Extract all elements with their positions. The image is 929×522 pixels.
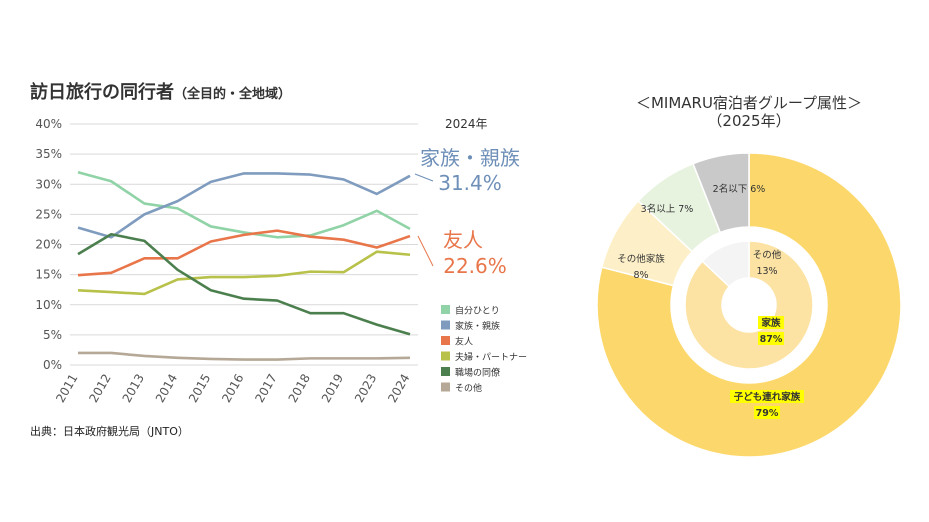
y-tick-label: 15% [35, 268, 62, 282]
slice-family-highlight [758, 316, 784, 329]
slice-family-value: 87% [760, 334, 783, 345]
legend-label: 職場の同僚 [455, 367, 500, 379]
annotation-family-value: 31.4% [438, 171, 502, 195]
outer-slice [596, 152, 902, 458]
series-line-item-0 [77, 170, 411, 239]
legend-label: 家族・親族 [455, 320, 500, 332]
line-chart-series [77, 170, 411, 361]
line-chart-subtitle: （全目的・全地域） [174, 87, 292, 102]
line-chart-title-main: 訪日旅行の同行者 [30, 82, 174, 103]
slice-children-family-label: 子ども連れ家族 [734, 391, 801, 403]
slice-other-family-label: その他家族 [617, 253, 665, 265]
series-line-item-4 [77, 232, 411, 336]
slice-children-family-highlight [730, 390, 804, 403]
donut-title-line2: （2025年） [707, 112, 791, 130]
series-line-item-5 [78, 351, 411, 361]
donut-outer-ring [596, 152, 902, 458]
y-tick-label: 40% [35, 117, 62, 131]
line-chart-y-axis: 0% 5% 10% 15% 20% 25% 30% 35% 40% [35, 117, 62, 372]
inner-slice [701, 240, 750, 288]
series-line-item-1 [77, 172, 411, 239]
slice-children-family-value-highlight [754, 406, 780, 419]
slice-three-plus-label: 3名以上 7% [641, 203, 694, 215]
donut-chart-title: ＜MIMARU宿泊者グループ属性＞ （2025年） [594, 94, 904, 130]
donut-inner-ring [684, 240, 814, 370]
annotation-family-label: 家族・親族 [420, 146, 520, 170]
y-tick-label: 0% [43, 358, 62, 372]
legend-label: その他 [455, 382, 482, 394]
legend-swatch [441, 305, 450, 314]
legend-label: 自分ひとり [455, 305, 500, 317]
annotation-friend-leader [417, 235, 434, 267]
y-tick-label: 25% [35, 207, 62, 221]
y-tick-label: 30% [35, 177, 62, 191]
outer-slice [692, 152, 750, 234]
y-tick-label: 10% [35, 298, 62, 312]
y-tick-label: 5% [43, 328, 62, 342]
slice-family-value-highlight [758, 332, 784, 345]
year-note: 2024年 [445, 117, 488, 131]
legend-label: 夫婦・パートナー [455, 351, 527, 363]
series-line-item-3 [77, 250, 411, 296]
slice-children-family-value: 79% [756, 408, 779, 419]
source-note: 出典：日本政府観光局（JNTO） [30, 425, 189, 438]
legend-swatch [441, 367, 450, 376]
donut-labels: 子ども連れ家族 79% その他家族 8% 3名以上 7% 2名以下 6% 家族 87% その他 1… [617, 183, 804, 419]
line-chart-title: 訪日旅行の同行者（全目的・全地域） [30, 78, 291, 104]
y-tick-label: 35% [35, 147, 62, 161]
y-tick-label: 20% [35, 238, 62, 252]
legend-swatch [441, 336, 450, 345]
legend-swatch [441, 320, 450, 330]
donut-title-line1: ＜MIMARU宿泊者グループ属性＞ [635, 94, 863, 112]
slice-family-label: 家族 [761, 317, 781, 329]
slice-other-value: 13% [756, 266, 777, 277]
line-chart-grid [70, 123, 418, 366]
slice-two-or-less-label: 2名以下 6% [713, 183, 766, 195]
annotation-friend-value: 22.6% [443, 254, 507, 278]
annotation-family-leader [414, 173, 434, 182]
series-line-item-2 [77, 229, 411, 277]
slice-other-label: その他 [753, 249, 782, 261]
annotation-friend-label: 友人 [443, 228, 483, 252]
legend-swatch [441, 351, 450, 361]
slice-other-family-value: 8% [633, 270, 648, 281]
legend-swatch [441, 382, 450, 392]
legend-label: 友人 [455, 336, 473, 348]
